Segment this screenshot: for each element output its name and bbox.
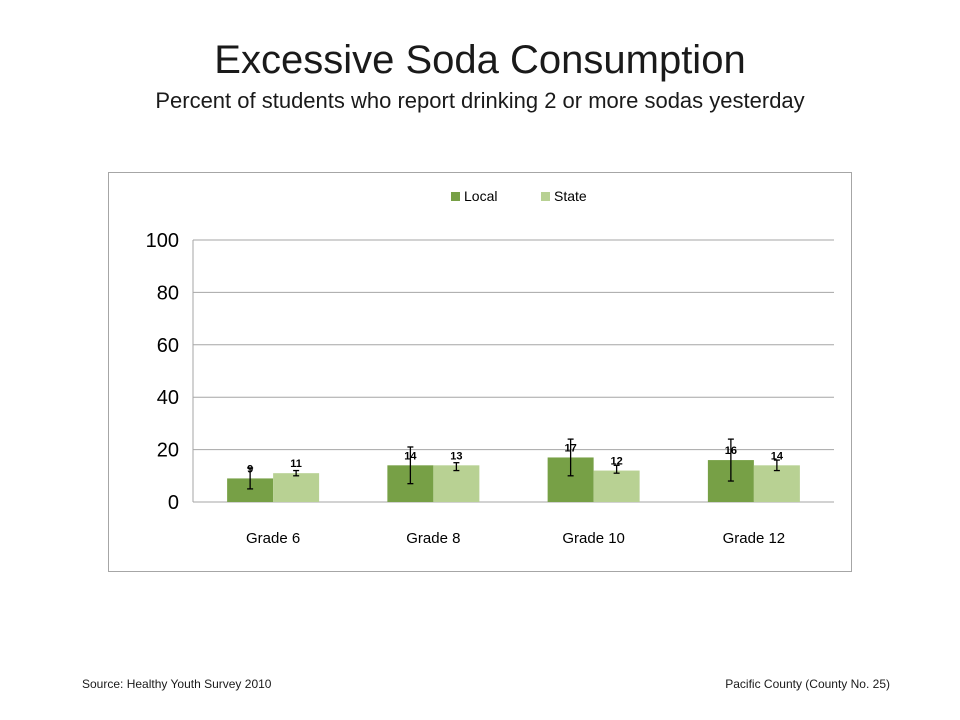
data-label: 14 bbox=[404, 450, 417, 462]
bar-state bbox=[753, 465, 800, 502]
y-tick-label: 40 bbox=[157, 387, 179, 409]
x-tick-label: Grade 10 bbox=[562, 530, 625, 547]
data-label: 17 bbox=[565, 442, 577, 454]
y-tick-label: 0 bbox=[168, 492, 179, 514]
legend-swatch-local bbox=[451, 192, 460, 201]
county-note: Pacific County (County No. 25) bbox=[725, 677, 890, 691]
bar-state bbox=[433, 465, 480, 502]
source-note: Source: Healthy Youth Survey 2010 bbox=[82, 677, 272, 691]
data-label: 13 bbox=[450, 450, 462, 462]
x-tick-label: Grade 12 bbox=[723, 530, 786, 547]
y-tick-label: 60 bbox=[157, 335, 179, 357]
data-label: 9 bbox=[247, 463, 253, 475]
slide-subtitle: Percent of students who report drinking … bbox=[155, 88, 805, 113]
slide-title: Excessive Soda Consumption bbox=[214, 38, 746, 82]
y-tick-label: 80 bbox=[157, 282, 179, 304]
data-label: 11 bbox=[290, 458, 302, 470]
bar-state bbox=[273, 473, 320, 502]
bar-chart: 0 20 40 60 80 100 Local State 9 11 Grade 6 14 13 Grad… bbox=[146, 188, 834, 547]
y-tick-label: 20 bbox=[157, 440, 179, 462]
y-tick-label: 100 bbox=[146, 230, 179, 252]
bar-local bbox=[227, 478, 274, 502]
data-label: 14 bbox=[771, 450, 784, 462]
data-label: 12 bbox=[611, 456, 623, 468]
x-tick-label: Grade 6 bbox=[246, 530, 300, 547]
legend-label-local: Local bbox=[464, 188, 497, 204]
legend-label-state: State bbox=[554, 188, 587, 204]
data-label: 16 bbox=[725, 445, 737, 457]
x-tick-label: Grade 8 bbox=[406, 530, 460, 547]
chart-area: 0 20 40 60 80 100 Local State 9 11 Grade 6 14 13 Grad… bbox=[108, 172, 852, 572]
legend-swatch-state bbox=[541, 192, 550, 201]
bar-state bbox=[593, 470, 640, 502]
